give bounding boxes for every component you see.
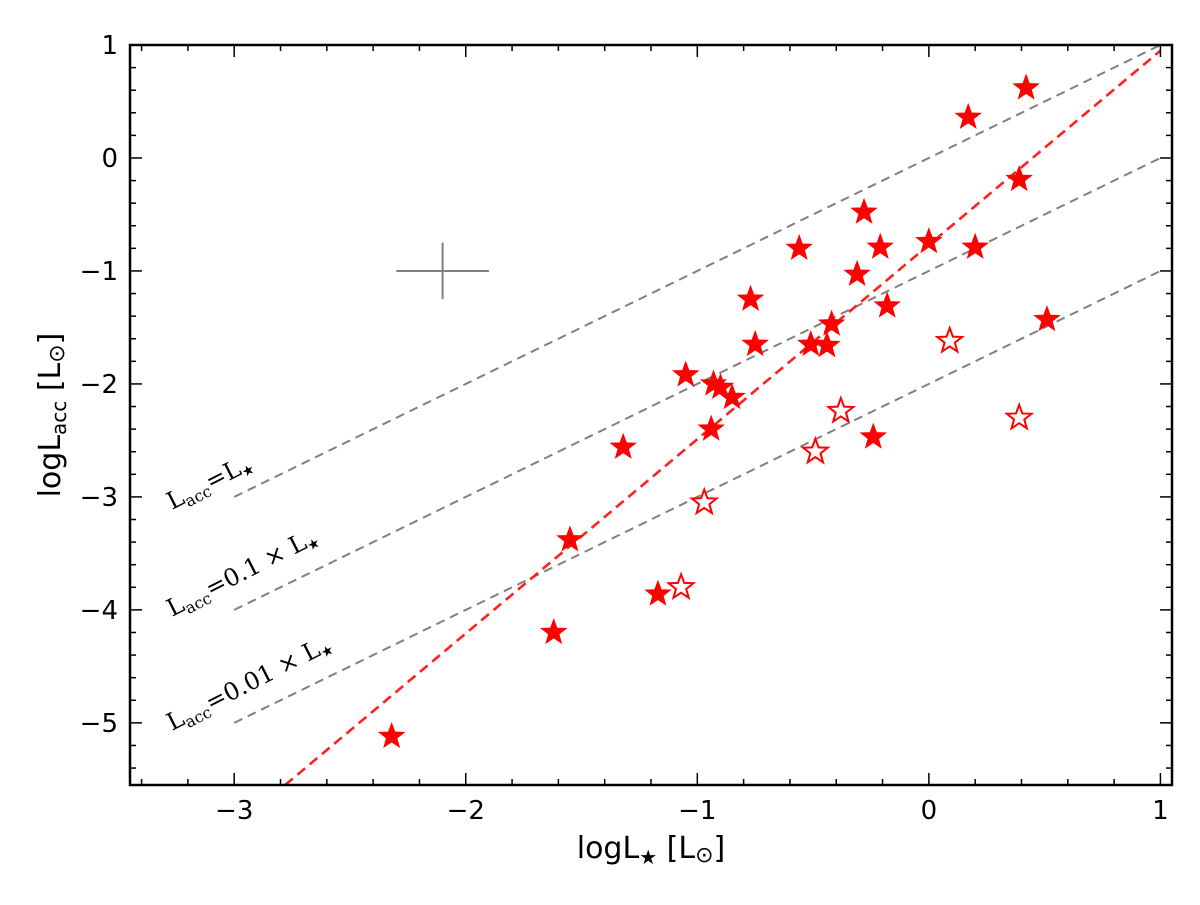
filled-star-point <box>644 579 672 606</box>
x-tick-label: −2 <box>447 796 485 826</box>
open-star-point <box>1004 401 1035 431</box>
filled-star-point <box>1033 305 1061 332</box>
filled-star-point <box>671 360 700 387</box>
open-star-point <box>934 325 965 354</box>
reference-line <box>233 45 1161 498</box>
y-tick-label: −1 <box>80 257 118 287</box>
y-tick-label: −5 <box>80 709 118 739</box>
reference-line-label: Lacc=0.1 × L★ <box>162 522 324 625</box>
filled-star-point <box>859 422 888 449</box>
x-axis-title: logL★ [L⊙] <box>577 831 726 869</box>
filled-star-point <box>915 227 943 254</box>
data-points <box>377 73 1061 749</box>
filled-star-point <box>785 233 813 261</box>
axis-ticks: −3 −2 −1 0 1 −5 −4 −3 −2 −1 0 1 <box>80 31 1172 826</box>
x-tick-label: −1 <box>678 796 716 826</box>
filled-star-point <box>850 197 878 224</box>
reference-line-labels: Lacc=L★ Lacc=0.1 × L★ Lacc=0.01 × L★ <box>162 449 337 739</box>
x-tick-label: 1 <box>1152 796 1169 826</box>
reference-line <box>233 157 1161 611</box>
y-tick-label: −2 <box>80 370 118 400</box>
open-star-point <box>689 486 720 516</box>
filled-star-point <box>866 232 894 259</box>
filled-star-point <box>873 291 901 318</box>
filled-star-point <box>954 102 982 129</box>
fit-line <box>284 49 1162 785</box>
filled-star-point <box>697 414 725 441</box>
filled-star-point <box>817 309 846 336</box>
filled-star-point <box>609 432 637 459</box>
y-tick-label: 0 <box>101 144 118 174</box>
filled-star-point <box>961 232 989 259</box>
open-star-point <box>665 571 697 601</box>
filled-star-point <box>736 284 765 311</box>
x-tick-label: −3 <box>215 796 253 826</box>
filled-star-point <box>843 259 871 287</box>
y-tick-label: −3 <box>80 483 118 513</box>
open-star-point <box>800 435 831 465</box>
filled-star-point <box>1005 164 1033 192</box>
open-star-point <box>825 395 856 424</box>
filled-star-point <box>706 372 735 400</box>
y-axis-title: logLacc [L⊙] <box>33 333 71 498</box>
filled-star-point <box>813 331 841 358</box>
plot-area <box>233 45 1162 785</box>
reference-line-label: Lacc=0.01 × L★ <box>162 629 337 739</box>
reference-line-label: Lacc=L★ <box>162 449 258 518</box>
filled-star-point <box>718 383 746 410</box>
y-tick-label: 1 <box>101 31 118 61</box>
filled-star-point <box>556 525 584 552</box>
y-tick-label: −4 <box>80 596 118 626</box>
filled-star-point <box>377 721 406 749</box>
filled-star-point <box>741 329 769 357</box>
x-tick-label: 0 <box>921 796 938 826</box>
filled-star-point <box>1012 73 1040 100</box>
filled-star-point <box>540 618 568 645</box>
filled-star-point <box>797 329 825 357</box>
reference-line <box>233 270 1161 724</box>
